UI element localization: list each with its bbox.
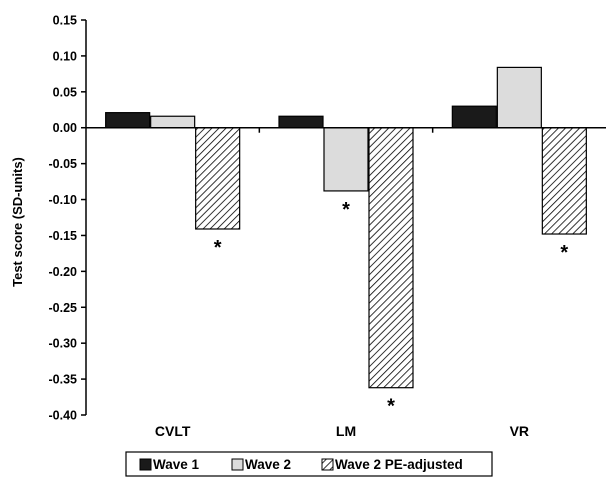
bar-wave-2-vr — [496, 66, 542, 129]
y-tick-label: -0.30 — [49, 337, 78, 351]
legend-swatch-wave-2 — [231, 458, 244, 471]
significance-marker: * — [214, 237, 222, 259]
y-tick-label: 0.10 — [53, 49, 77, 63]
y-axis-title: Test score (SD-units) — [10, 157, 25, 287]
plot-area: 0.15 0.10 0.05 0.00 -0.05 -0.10 -0.15 -0.20 -0.2… — [49, 14, 606, 439]
significance-marker: * — [342, 199, 350, 221]
significance-marker: * — [560, 242, 568, 264]
legend: Wave 1 Wave 2 Wave 2 PE-adjusted — [125, 451, 493, 477]
x-category-label: CVLT — [155, 423, 191, 439]
y-tick-label: -0.35 — [49, 373, 78, 387]
legend-swatch-wave-2-pe-adjusted — [321, 458, 334, 471]
bar-wave-2-cvlt — [150, 115, 196, 129]
bar-wave-2-pe-adjusted-vr — [541, 127, 587, 235]
bar-wave-2-pe-adjusted-cvlt — [195, 127, 241, 230]
y-tick-label: 0.00 — [53, 121, 77, 135]
bar-wave-2-pe-adjusted-lm — [368, 127, 414, 389]
x-category-label: VR — [510, 423, 529, 439]
bar-wave-1-vr — [451, 105, 497, 129]
y-tick-label: -0.20 — [49, 265, 78, 279]
legend-swatch-wave-1 — [139, 458, 152, 471]
y-tick-label: -0.25 — [49, 301, 78, 315]
legend-label-wave-1: Wave 1 — [153, 457, 200, 472]
y-tick-label: -0.40 — [49, 409, 78, 423]
x-category-label: LM — [336, 423, 356, 439]
y-tick-label: 0.15 — [53, 14, 77, 28]
y-tick-label: -0.05 — [49, 157, 78, 171]
bar-wave-1-cvlt — [105, 112, 151, 129]
y-tick-label: 0.05 — [53, 85, 77, 99]
legend-box — [125, 451, 493, 477]
legend-label-wave-2: Wave 2 — [245, 457, 291, 472]
significance-marker: * — [387, 396, 395, 418]
y-tick-label: -0.15 — [49, 229, 78, 243]
bar-wave-1-lm — [278, 115, 324, 129]
legend-label-wave-2-pe-adjusted: Wave 2 PE-adjusted — [335, 457, 463, 472]
y-tick-label: -0.10 — [49, 193, 78, 207]
bar-wave-2-lm — [323, 127, 369, 192]
